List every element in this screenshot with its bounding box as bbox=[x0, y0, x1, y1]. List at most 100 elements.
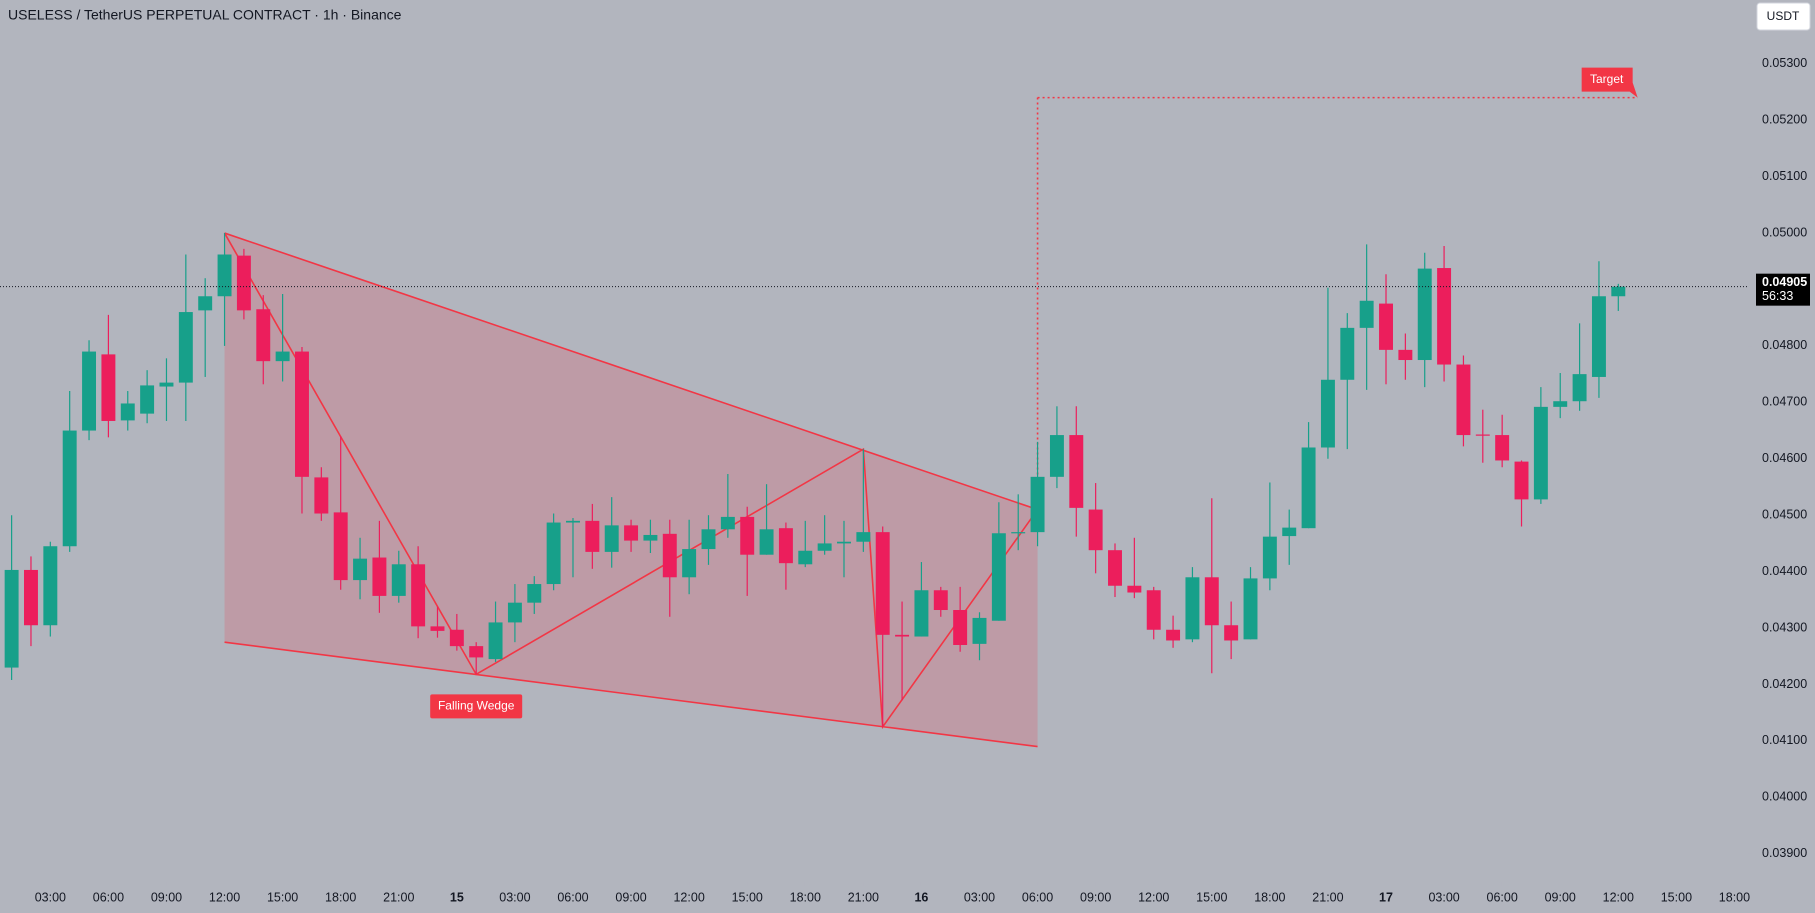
candle bbox=[24, 556, 38, 647]
candle-body bbox=[1611, 286, 1626, 297]
candle bbox=[933, 586, 948, 617]
x-tick-label: 18:00 bbox=[1254, 890, 1285, 904]
x-tick-label: 06:00 bbox=[1022, 890, 1053, 904]
candle-body bbox=[391, 564, 406, 596]
candle-body bbox=[837, 541, 851, 544]
candle-body bbox=[1437, 268, 1452, 365]
candle bbox=[953, 586, 968, 652]
candle bbox=[1591, 261, 1606, 398]
candle bbox=[1553, 373, 1568, 419]
candle bbox=[1572, 323, 1587, 411]
candle bbox=[1088, 483, 1103, 574]
candle-body bbox=[353, 558, 368, 581]
y-tick-label: 0.05000 bbox=[1762, 225, 1807, 239]
candle bbox=[1398, 333, 1413, 380]
candle-body bbox=[372, 557, 387, 596]
target-label-box bbox=[1581, 67, 1638, 98]
candle-body bbox=[778, 528, 793, 564]
candle-body bbox=[1069, 435, 1084, 508]
candle-body bbox=[159, 382, 174, 387]
candle-body bbox=[449, 629, 464, 647]
candle-body bbox=[24, 569, 38, 626]
y-tick-label: 0.04500 bbox=[1762, 508, 1807, 522]
y-tick-label: 0.05300 bbox=[1762, 56, 1807, 70]
pattern-label-box bbox=[430, 694, 523, 719]
x-tick-label: 15:00 bbox=[267, 890, 298, 904]
candle bbox=[1030, 441, 1045, 547]
candle-body bbox=[875, 532, 890, 635]
candle bbox=[566, 518, 580, 578]
candle-body bbox=[178, 312, 193, 383]
candle-body bbox=[1127, 585, 1142, 593]
candle-body bbox=[1320, 379, 1335, 448]
candle-body bbox=[643, 534, 658, 541]
candle bbox=[178, 254, 193, 421]
candle bbox=[991, 502, 1006, 621]
candle bbox=[1301, 422, 1316, 529]
candle bbox=[159, 358, 174, 421]
candle-body bbox=[1475, 434, 1490, 436]
wedge-lower-line bbox=[224, 641, 1038, 748]
currency-button[interactable] bbox=[1756, 2, 1811, 31]
x-tick-label: 21:00 bbox=[1312, 890, 1343, 904]
y-tick-label: 0.04800 bbox=[1762, 338, 1807, 352]
candle bbox=[217, 233, 232, 346]
currency-label[interactable]: USDT bbox=[1767, 9, 1800, 23]
candle-body bbox=[566, 520, 580, 523]
candle-body bbox=[430, 626, 445, 631]
candle bbox=[585, 503, 600, 569]
chart-title: USELESS / TetherUS PERPETUAL CONTRACT · … bbox=[8, 7, 402, 23]
candle-body bbox=[1340, 327, 1355, 380]
x-tick-label: 15:00 bbox=[1661, 890, 1692, 904]
candle-body bbox=[1282, 527, 1297, 537]
wedge-area bbox=[224, 233, 1038, 747]
candle-body bbox=[759, 529, 774, 555]
candle-body bbox=[991, 533, 1006, 621]
candle-body bbox=[585, 520, 600, 552]
x-tick-label: 03:00 bbox=[1428, 890, 1459, 904]
y-tick-label: 0.05100 bbox=[1762, 169, 1807, 183]
target-label: Target bbox=[1590, 72, 1624, 86]
last-price-box bbox=[1756, 273, 1810, 306]
candle bbox=[1204, 498, 1219, 674]
x-tick-label: 21:00 bbox=[383, 890, 414, 904]
x-tick-label: 18:00 bbox=[790, 890, 821, 904]
x-tick-label: 09:00 bbox=[615, 890, 646, 904]
candle bbox=[1320, 287, 1335, 459]
candle-body bbox=[1108, 550, 1122, 586]
candle bbox=[643, 519, 658, 554]
candle-body bbox=[1049, 435, 1064, 477]
candle-body bbox=[701, 529, 716, 550]
candle-body bbox=[333, 512, 348, 581]
candle bbox=[353, 537, 368, 600]
x-tick-label: 09:00 bbox=[1080, 890, 1111, 904]
candle-body bbox=[217, 254, 232, 297]
candle-body bbox=[1185, 577, 1200, 640]
candle bbox=[140, 370, 155, 424]
candle bbox=[546, 513, 561, 591]
candle-body bbox=[682, 549, 697, 578]
candle bbox=[1514, 460, 1529, 527]
candle bbox=[740, 506, 755, 596]
y-tick-label: 0.03900 bbox=[1762, 846, 1807, 860]
candle bbox=[1049, 406, 1064, 489]
y-tick-label: 0.04700 bbox=[1762, 395, 1807, 409]
x-tick-label: 06:00 bbox=[557, 890, 588, 904]
x-tick-label: 18:00 bbox=[1719, 890, 1750, 904]
candle bbox=[1611, 283, 1626, 311]
candle bbox=[1282, 509, 1297, 565]
candle-body bbox=[1398, 349, 1413, 361]
candle bbox=[236, 248, 251, 320]
candle-body bbox=[236, 255, 251, 311]
candle-body bbox=[1011, 532, 1026, 534]
candle bbox=[333, 436, 348, 590]
candle-body bbox=[1166, 629, 1181, 641]
candle bbox=[875, 526, 890, 727]
candle bbox=[1475, 409, 1490, 463]
candle-body bbox=[1514, 461, 1529, 500]
candle bbox=[817, 515, 832, 555]
candle bbox=[1146, 586, 1161, 640]
candle-body bbox=[740, 516, 755, 555]
candle-body bbox=[914, 590, 929, 637]
